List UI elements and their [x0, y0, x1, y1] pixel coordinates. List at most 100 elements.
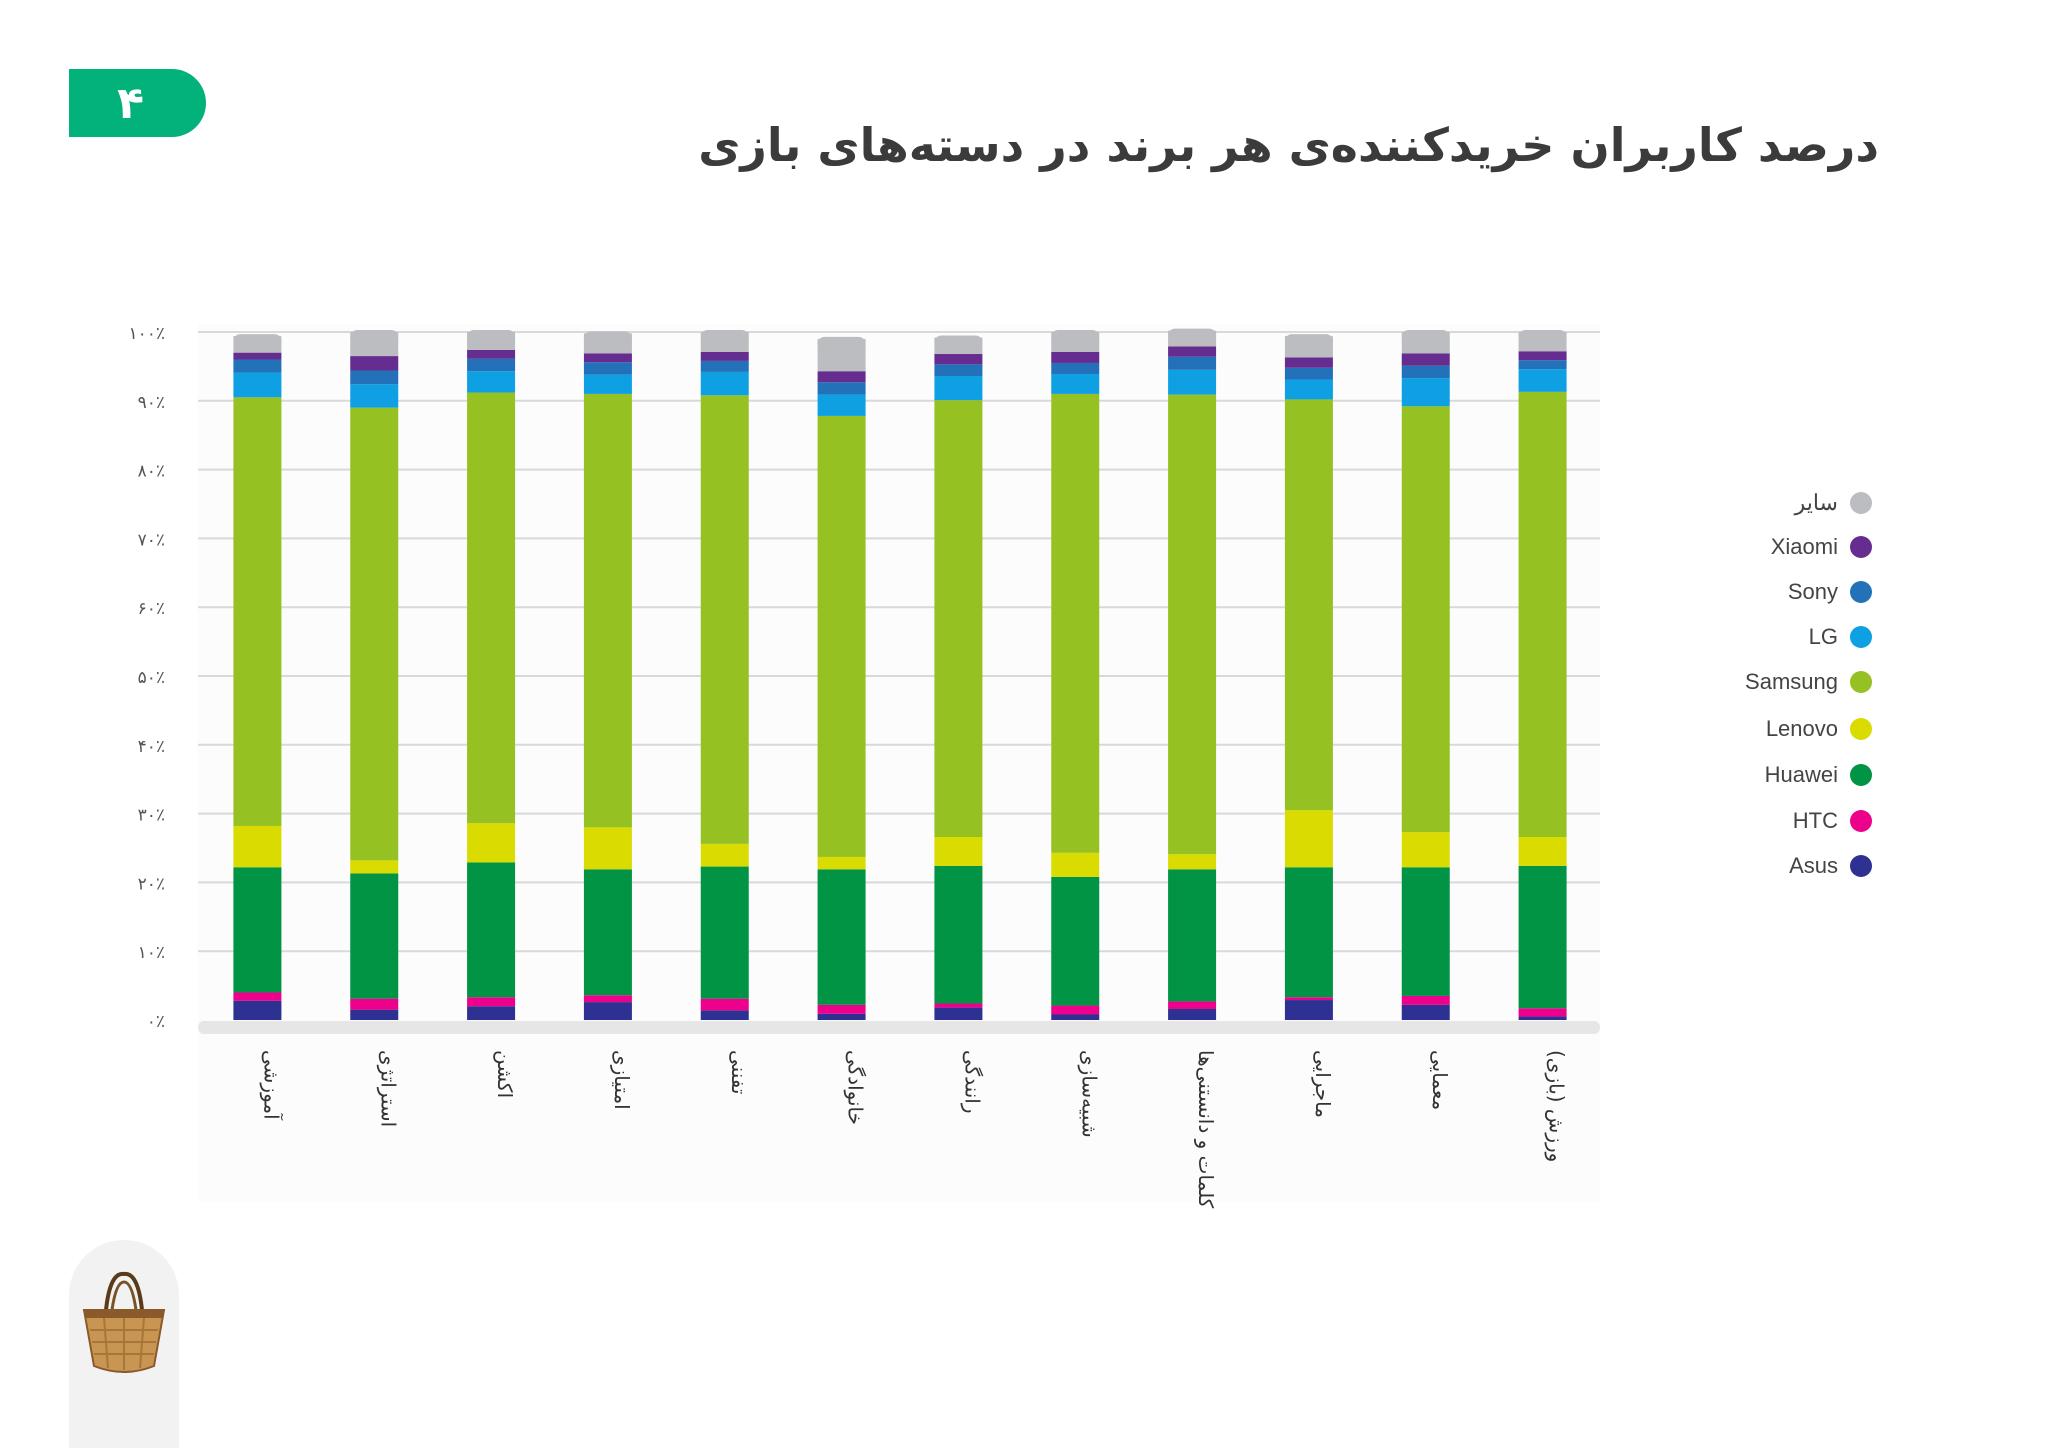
- bar-top-cap: [583, 331, 632, 346]
- bar-segment-HTC: [1518, 1008, 1567, 1017]
- bar-segment-Asus: [1518, 1016, 1567, 1020]
- bar-segment-Samsung: [583, 393, 632, 828]
- x-category-label: معمایی: [1428, 1050, 1452, 1110]
- bar-segment-LG: [817, 394, 866, 416]
- bar-segment-Huawei: [934, 865, 983, 1004]
- legend-swatch: [1850, 810, 1872, 832]
- bar-segment-LG: [934, 376, 983, 401]
- legend-swatch: [1850, 626, 1872, 648]
- bar-segment-Asus: [350, 1009, 399, 1020]
- bar-segment-Lenovo: [350, 860, 399, 874]
- bar-segment-Asus: [1284, 1000, 1333, 1020]
- legend-item: Sony: [1788, 574, 1872, 610]
- bar-segment-LG: [1401, 378, 1450, 407]
- bar-segment-Lenovo: [583, 827, 632, 870]
- bar-segment-Xiaomi: [934, 354, 983, 365]
- bar-segment-Xiaomi: [1284, 357, 1333, 368]
- legend-item: Huawei: [1765, 757, 1872, 793]
- bar-segment-Samsung: [1284, 399, 1333, 811]
- legend-label: Asus: [1789, 853, 1838, 878]
- legend-label: Sony: [1787, 579, 1838, 604]
- bar-segment-Huawei: [233, 867, 282, 993]
- basket-logo-icon: [78, 1270, 170, 1382]
- bar-segment-Lenovo: [817, 856, 866, 870]
- bar-segment-HTC: [467, 997, 516, 1007]
- y-tick-label: ۷۰٪: [138, 530, 165, 550]
- y-tick-label: ۹۰٪: [138, 393, 165, 413]
- bar-segment-Huawei: [1518, 865, 1567, 1009]
- bar-top-cap: [1051, 330, 1100, 344]
- bar-segment-HTC: [1051, 1005, 1100, 1015]
- bar-segment-Sony: [1051, 362, 1100, 374]
- bar-segment-HTC: [1168, 1001, 1217, 1009]
- bar-segment-Asus: [817, 1013, 866, 1020]
- bar-segment-HTC: [1284, 997, 1333, 1001]
- bar-segment-LG: [1518, 369, 1567, 392]
- chart-title: درصد کاربران خریدکننده‌ی هر برند در دسته…: [698, 118, 1879, 172]
- bar-segment-Lenovo: [1168, 854, 1217, 870]
- x-category-label: کلمات و دانستنی‌ها: [1194, 1050, 1218, 1209]
- bar-segment-Lenovo: [1284, 810, 1333, 868]
- page-number: ۴: [117, 77, 144, 129]
- bar-top-cap: [817, 336, 866, 351]
- bar-segment-Asus: [1168, 1008, 1217, 1020]
- bar-segment-Sony: [817, 382, 866, 395]
- bar-segment-Asus: [467, 1006, 516, 1020]
- legend-swatch: [1850, 492, 1872, 514]
- bar-segment-HTC: [934, 1003, 983, 1008]
- bar-segment-LG: [700, 371, 749, 396]
- bar-segment-LG: [1284, 379, 1333, 400]
- y-tick-label: ۵۰٪: [138, 668, 165, 688]
- bar-segment-Asus: [233, 1000, 282, 1020]
- legend-swatch: [1850, 536, 1872, 558]
- bar-segment-Sony: [1518, 360, 1567, 370]
- x-category-label: تفننی: [727, 1050, 751, 1094]
- legend-label: Huawei: [1764, 762, 1838, 787]
- x-category-label: شبیه‌سازی: [1077, 1050, 1101, 1138]
- bar-segment-Lenovo: [934, 836, 983, 866]
- bar-segment-Samsung: [817, 415, 866, 857]
- x-axis-baseline: [198, 1021, 1600, 1034]
- bar-segment-Lenovo: [1518, 836, 1567, 866]
- bar-segment-Lenovo: [700, 843, 749, 867]
- bar-segment-Samsung: [700, 395, 749, 844]
- bar-segment-LG: [467, 371, 516, 393]
- bar-top-cap: [350, 330, 399, 344]
- bar-segment-Huawei: [583, 869, 632, 996]
- x-category-label: ورزش (بازی): [1545, 1050, 1569, 1162]
- bar-top-cap: [1401, 330, 1450, 344]
- x-category-label: امتیازی: [610, 1050, 634, 1110]
- bar-segment-Samsung: [350, 407, 399, 861]
- bar-top-cap: [700, 330, 749, 344]
- y-tick-label: ۴۰٪: [138, 737, 165, 757]
- bar-segment-Xiaomi: [700, 351, 749, 361]
- bar-segment-Sony: [1401, 365, 1450, 379]
- bar-segment-Xiaomi: [350, 356, 399, 371]
- legend-item: Lenovo: [1766, 711, 1872, 747]
- legend-label: Samsung: [1745, 669, 1838, 694]
- legend-label: Lenovo: [1765, 716, 1838, 741]
- bar-segment-Asus: [1051, 1014, 1100, 1020]
- bar-top-cap: [1284, 334, 1333, 349]
- bar-segment-Samsung: [934, 400, 983, 837]
- bar-segment-Huawei: [700, 866, 749, 999]
- bar-segment-Lenovo: [1051, 852, 1100, 877]
- y-tick-label: ۲۰٪: [138, 874, 165, 894]
- plot-background: [198, 324, 1600, 1202]
- bar-segment-HTC: [1401, 995, 1450, 1005]
- bar-segment-HTC: [583, 995, 632, 1003]
- bar-segment-Huawei: [467, 862, 516, 998]
- bar-segment-Xiaomi: [467, 349, 516, 359]
- page-number-badge: ۴: [69, 69, 206, 137]
- bar-segment-Samsung: [233, 397, 282, 826]
- bar-segment-LG: [1168, 369, 1217, 395]
- legend-item: HTC: [1793, 803, 1872, 839]
- legend-label: Xiaomi: [1770, 534, 1838, 559]
- y-tick-label: ۸۰٪: [138, 462, 165, 482]
- bar-top-cap: [233, 334, 282, 349]
- bar-segment-Sony: [934, 364, 983, 377]
- bar-segment-Xiaomi: [1518, 351, 1567, 361]
- x-category-label: خانوادگی: [844, 1050, 868, 1125]
- y-tick-label: ۱۰٪: [138, 943, 165, 963]
